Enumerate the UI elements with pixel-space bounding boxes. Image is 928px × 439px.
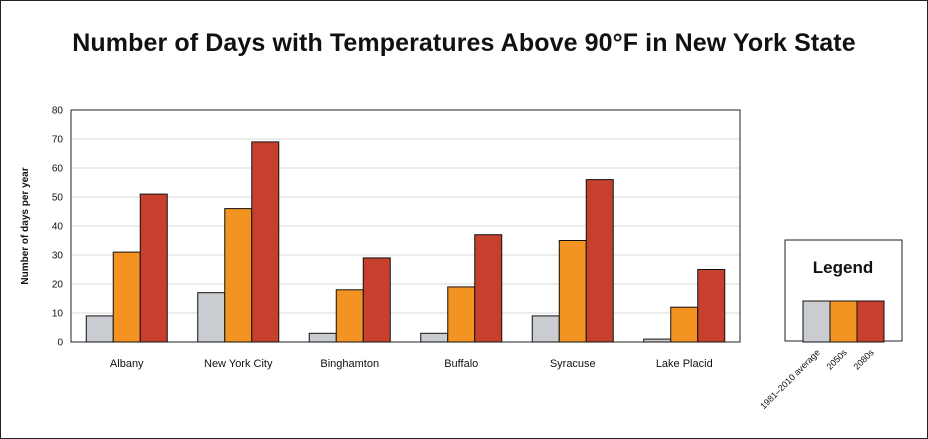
y-axis-label: Number of days per year (20, 167, 31, 284)
bar-albany-0 (85, 315, 114, 343)
bar-new-york-city-2 (251, 141, 280, 343)
bar-binghamton-0 (308, 332, 337, 343)
bar-syracuse-0 (531, 315, 560, 343)
y-tick-label: 0 (57, 338, 63, 349)
bar-lake-placid-2 (697, 269, 726, 343)
legend-title: Legend (813, 258, 873, 277)
bar-albany-2 (139, 193, 168, 343)
bar-buffalo-2 (474, 234, 503, 343)
y-tick-label: 10 (52, 309, 64, 320)
x-tick-label: New York City (204, 358, 273, 370)
x-tick-label: Lake Placid (656, 358, 713, 370)
legend: Legend 1981–2010 average 2050s 2080s (758, 239, 903, 411)
legend-swatch-1 (829, 300, 858, 343)
x-tick-label: Albany (110, 358, 144, 370)
bar-buffalo-1 (447, 286, 476, 343)
bars (85, 141, 726, 343)
legend-label-0: 1981–2010 average (758, 347, 822, 411)
bar-binghamton-1 (335, 289, 364, 343)
bar-syracuse-1 (558, 240, 587, 343)
y-tick-label: 30 (52, 251, 64, 262)
bar-lake-placid-0 (643, 338, 672, 343)
legend-swatch-0 (802, 300, 831, 343)
bar-new-york-city-0 (197, 292, 226, 343)
y-tick-label: 70 (52, 135, 64, 146)
y-tick-label: 50 (52, 193, 64, 204)
bar-albany-1 (112, 251, 141, 343)
x-tick-label: Syracuse (550, 358, 596, 370)
bar-syracuse-2 (585, 179, 614, 343)
plot-area-border (70, 109, 741, 343)
bar-lake-placid-1 (670, 306, 699, 343)
legend-label-1: 2050s (824, 347, 849, 372)
y-tick-label: 20 (52, 280, 64, 291)
legend-swatch-2 (856, 300, 885, 343)
gridlines (71, 109, 740, 343)
legend-label-2: 2080s (851, 347, 876, 372)
x-tick-label: Binghamton (320, 358, 379, 370)
bar-new-york-city-1 (224, 208, 253, 343)
y-tick-label: 60 (52, 164, 64, 175)
y-tick-label: 80 (52, 106, 64, 117)
x-axis-labels: Albany New York City Binghamton Buffalo Syra… (110, 358, 713, 370)
bar-buffalo-0 (420, 332, 449, 343)
bar-binghamton-2 (362, 257, 391, 343)
chart-title: Number of Days with Temperatures Above 9… (72, 29, 856, 57)
y-axis-ticks: 0 10 20 30 40 50 60 70 80 (52, 106, 64, 349)
y-tick-label: 40 (52, 222, 64, 233)
x-tick-label: Buffalo (444, 358, 478, 370)
